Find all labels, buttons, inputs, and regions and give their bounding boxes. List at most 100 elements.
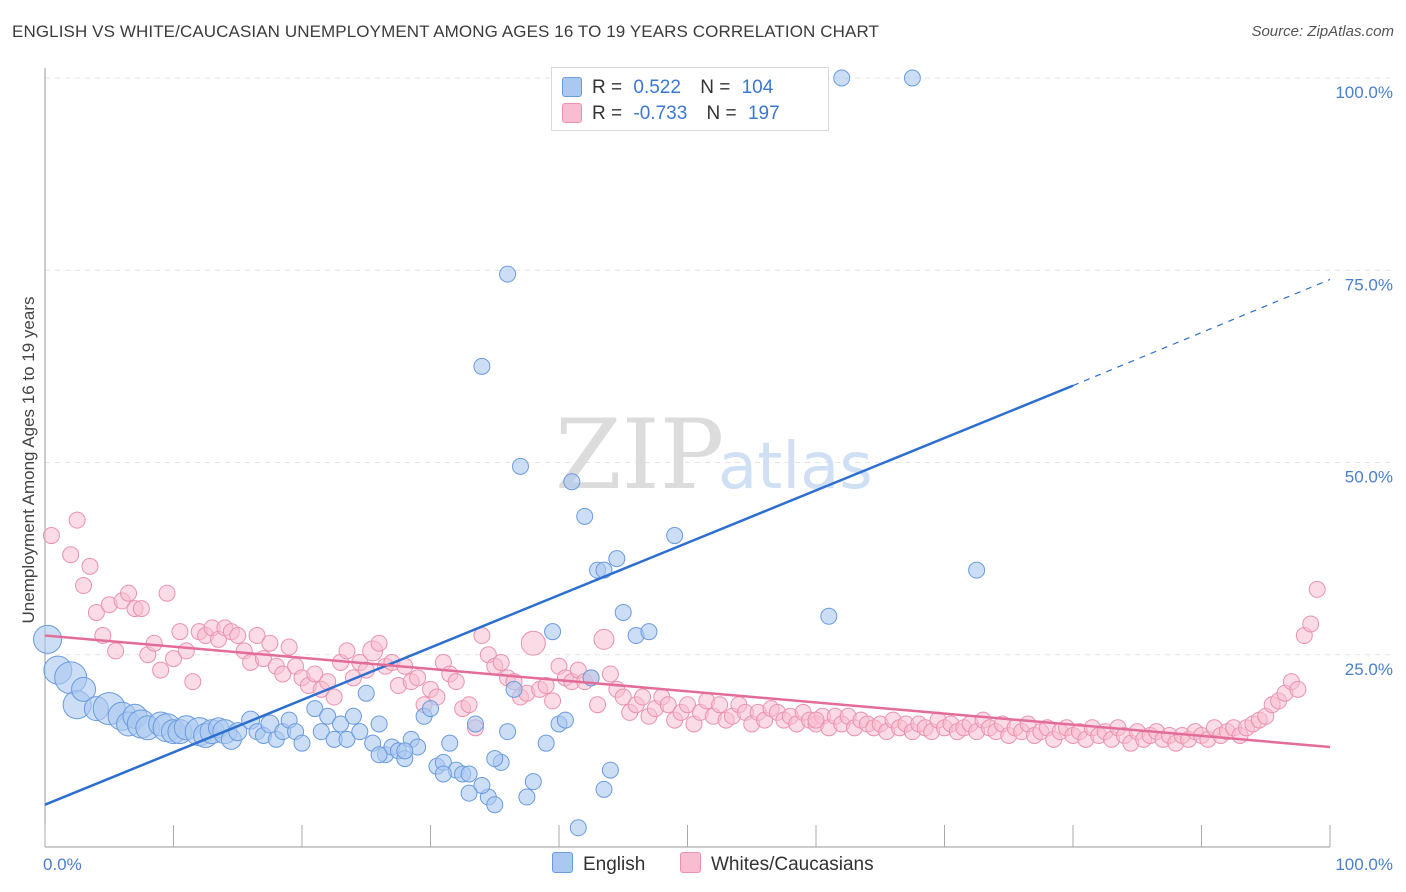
whites-point	[460, 696, 478, 714]
english-trend-extension	[1072, 278, 1331, 387]
english-point	[351, 723, 369, 741]
whites-trend-line	[44, 634, 1331, 749]
whites-point	[229, 627, 247, 645]
whites-point	[107, 642, 125, 660]
whites-point	[184, 673, 202, 691]
whites-point	[409, 669, 427, 687]
whites-point	[62, 546, 80, 564]
english-point	[505, 680, 523, 698]
english-point	[460, 784, 478, 802]
chart-title: ENGLISH VS WHITE/CAUCASIAN UNEMPLOYMENT …	[12, 22, 880, 41]
english-point	[473, 357, 491, 375]
english-point	[460, 765, 478, 783]
english-points	[33, 69, 986, 837]
english-point	[601, 761, 619, 779]
watermark-atlas: atlas	[718, 430, 873, 504]
series-legend-whites[interactable]: Whites/Caucasians	[680, 852, 874, 876]
english-point	[820, 607, 838, 625]
whites-point	[274, 665, 292, 683]
trend-lines	[44, 278, 1331, 806]
whites-points	[42, 511, 1326, 752]
whites-point	[158, 584, 176, 602]
english-point	[466, 715, 484, 733]
legend-r-label: R =	[592, 103, 623, 124]
english-point	[511, 457, 529, 475]
whites-point	[261, 634, 279, 652]
english-label: English	[583, 854, 646, 875]
english-point	[306, 700, 324, 718]
english-point	[71, 676, 97, 702]
whites-point	[81, 557, 99, 575]
whites-point	[1289, 680, 1307, 698]
y-axis-label: Unemployment Among Ages 16 to 19 years	[19, 297, 38, 624]
source-credit: Source: ZipAtlas.com	[1251, 23, 1394, 40]
legend-r-value: 0.522	[633, 77, 681, 98]
whites-point	[711, 696, 729, 714]
x-tick-label: 0.0%	[43, 855, 82, 874]
whites-point	[87, 603, 105, 621]
whites-point	[659, 696, 677, 714]
whites-point	[544, 692, 562, 710]
watermark-zip: ZIP	[555, 399, 724, 511]
english-point	[614, 603, 632, 621]
axes	[44, 68, 1331, 848]
y-tick-label: 25.0%	[1345, 660, 1393, 679]
legend-swatch-english	[562, 77, 582, 97]
whites-point	[807, 711, 825, 729]
legend-swatch-whites	[562, 103, 582, 123]
whites-point	[132, 600, 150, 618]
whites-point	[370, 634, 388, 652]
english-point	[357, 684, 375, 702]
english-point	[370, 746, 388, 764]
legend-n-label: N =	[706, 103, 737, 124]
english-point	[441, 734, 459, 752]
y-tick-label: 75.0%	[1345, 275, 1393, 294]
english-point	[312, 723, 330, 741]
whites-point	[177, 642, 195, 660]
english-point	[473, 776, 491, 794]
english-point	[434, 765, 452, 783]
english-point	[833, 69, 851, 87]
english-point	[518, 788, 536, 806]
english-point	[319, 707, 337, 725]
whites-point	[679, 696, 696, 714]
whites-point	[601, 665, 619, 683]
whites-point	[248, 627, 266, 645]
y-tick-label: 100.0%	[1335, 83, 1393, 102]
english-point	[524, 773, 542, 791]
english-point	[537, 734, 555, 752]
english-point	[332, 715, 350, 733]
whites-point	[42, 527, 60, 545]
english-point	[499, 265, 517, 283]
whites-point	[338, 642, 356, 660]
english-point	[33, 624, 63, 654]
english-point	[486, 750, 504, 768]
whites-point	[280, 638, 298, 656]
tick-labels: 25.0% 50.0% 75.0% 100.0% 0.0% 100.0%	[43, 83, 1393, 874]
grid-lines	[45, 77, 1395, 656]
whites-point	[492, 653, 510, 671]
series-legend-english[interactable]: English	[552, 852, 645, 876]
legend-n-value: 197	[747, 103, 780, 124]
whites-point	[306, 665, 324, 683]
english-point	[260, 714, 280, 734]
whites-point	[120, 584, 138, 602]
english-point	[569, 819, 587, 837]
english-point	[903, 69, 921, 87]
legend-n-value: 104	[741, 77, 774, 98]
whites-point	[520, 630, 546, 656]
x-tick-label: 100.0%	[1335, 855, 1393, 874]
english-point	[544, 623, 562, 641]
whites-point	[537, 677, 555, 695]
whites-point	[589, 696, 607, 714]
whites-point	[614, 688, 632, 706]
english-trend-line	[44, 384, 1074, 806]
legend: R = 0.522 N = 104 R = -0.733 N = 197	[551, 67, 829, 131]
whites-point	[68, 511, 86, 529]
whites-point	[152, 661, 170, 679]
english-point	[344, 707, 362, 725]
y-tick-label: 50.0%	[1345, 468, 1393, 487]
english-point	[563, 473, 581, 491]
whites-point	[165, 650, 182, 668]
